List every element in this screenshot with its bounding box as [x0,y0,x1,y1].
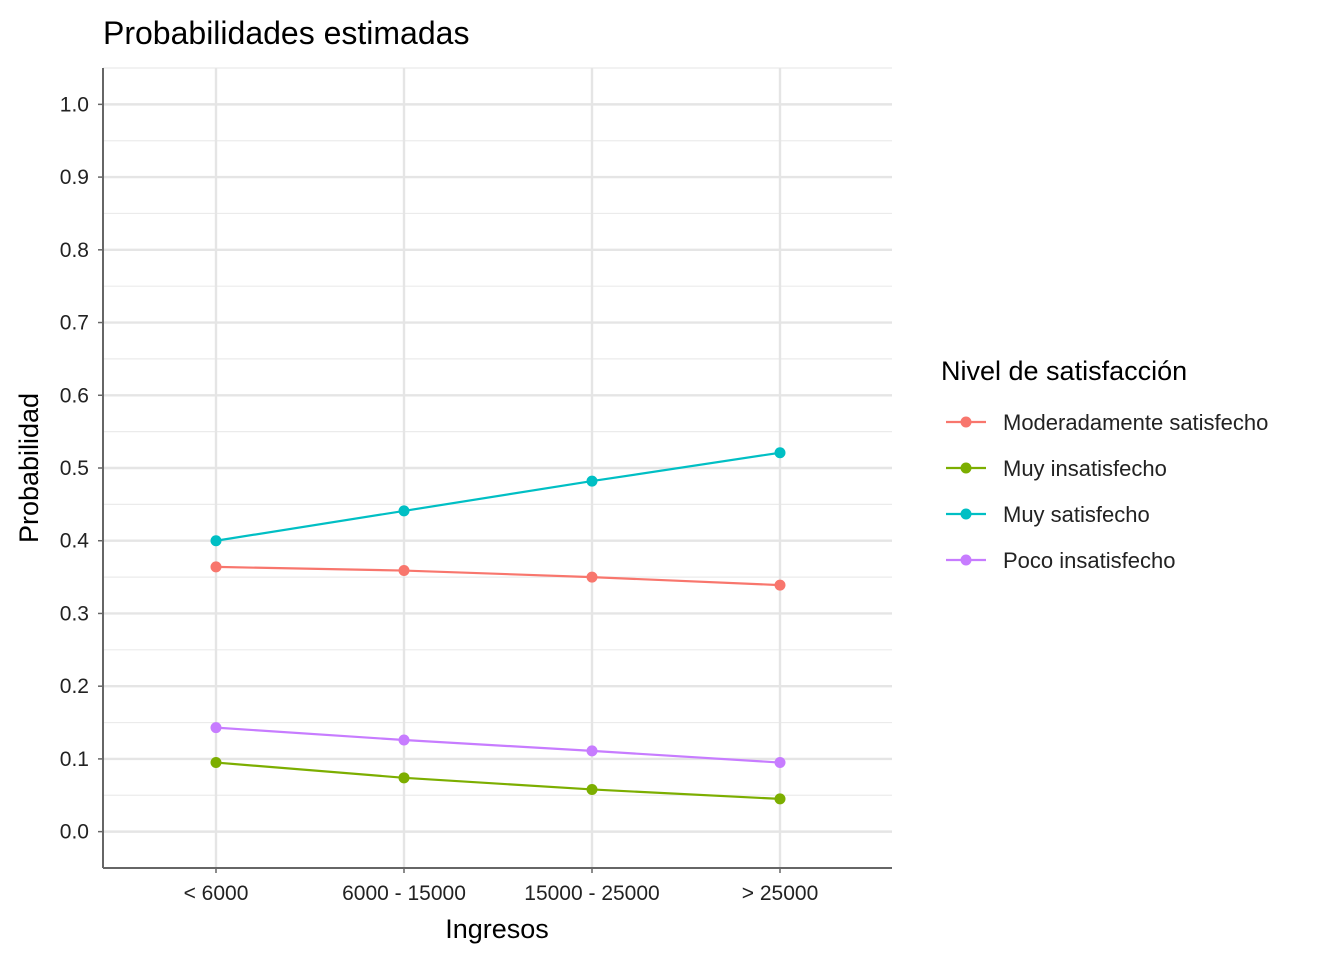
data-point [774,757,786,769]
legend-label: Muy insatisfecho [1003,456,1167,481]
y-tick-label: 0.2 [60,675,89,698]
y-tick-label: 0.9 [60,166,89,189]
legend-key-point [960,416,972,428]
data-point [586,571,598,583]
chart-title: Probabilidades estimadas [103,15,469,51]
y-tick-label: 0.3 [60,602,89,625]
y-tick-label: 0.4 [60,530,90,553]
y-tick-label: 1.0 [60,93,89,116]
data-point [774,793,786,805]
y-tick-label: 0.6 [60,384,89,407]
legend-label: Poco insatisfecho [1003,548,1175,573]
legend-label: Muy satisfecho [1003,502,1150,527]
legend-key-point [960,462,972,474]
data-point [210,561,222,573]
x-tick-label: < 6000 [184,882,249,905]
data-point [774,579,786,591]
data-point [586,745,598,757]
series-line [215,451,781,542]
y-tick-label: 0.8 [60,239,89,262]
legend-label: Moderadamente satisfecho [1003,410,1268,435]
grid [103,67,892,869]
y-tick-label: 0.7 [60,312,89,335]
legend: Nivel de satisfacción Moderadamente sati… [941,356,1268,573]
legend-item: Muy satisfecho [946,502,1150,527]
x-tick-label: 6000 - 15000 [342,882,466,905]
legend-item: Poco insatisfecho [946,548,1175,573]
axes: 0.0 0.1 0.2 0.3 0.4 0.5 0.6 0.7 0.8 0.9 1.0 < 6000 6… [60,68,892,905]
data-point [586,475,598,487]
data-point [398,565,410,577]
data-point [586,783,598,795]
legend-item: Muy insatisfecho [946,456,1167,481]
series-poco-insatisfecho [210,722,786,769]
y-tick-label: 0.0 [60,821,89,844]
legend-key-point [960,508,972,520]
legend-key-point [960,554,972,566]
data-point [398,734,410,746]
series-line [215,565,781,587]
x-tick-label: > 25000 [742,882,819,905]
x-axis-label: Ingresos [445,914,549,944]
data-point [398,505,410,517]
series-moderadamente-satisfecho [210,561,786,591]
x-tick-label: 15000 - 25000 [524,882,659,905]
series-muy-satisfecho [210,447,786,547]
data-point [774,447,786,459]
legend-title: Nivel de satisfacción [941,356,1187,386]
series-muy-insatisfecho [210,757,786,805]
series-layer [210,447,786,805]
data-point [398,772,410,784]
series-line [215,761,781,801]
y-tick-label: 0.1 [60,748,89,771]
data-point [210,722,222,734]
legend-item: Moderadamente satisfecho [946,410,1268,435]
series-line [215,726,781,764]
y-axis-label: Probabilidad [14,393,44,543]
data-point [210,535,222,547]
data-point [210,757,222,769]
y-tick-label: 0.5 [60,457,89,480]
